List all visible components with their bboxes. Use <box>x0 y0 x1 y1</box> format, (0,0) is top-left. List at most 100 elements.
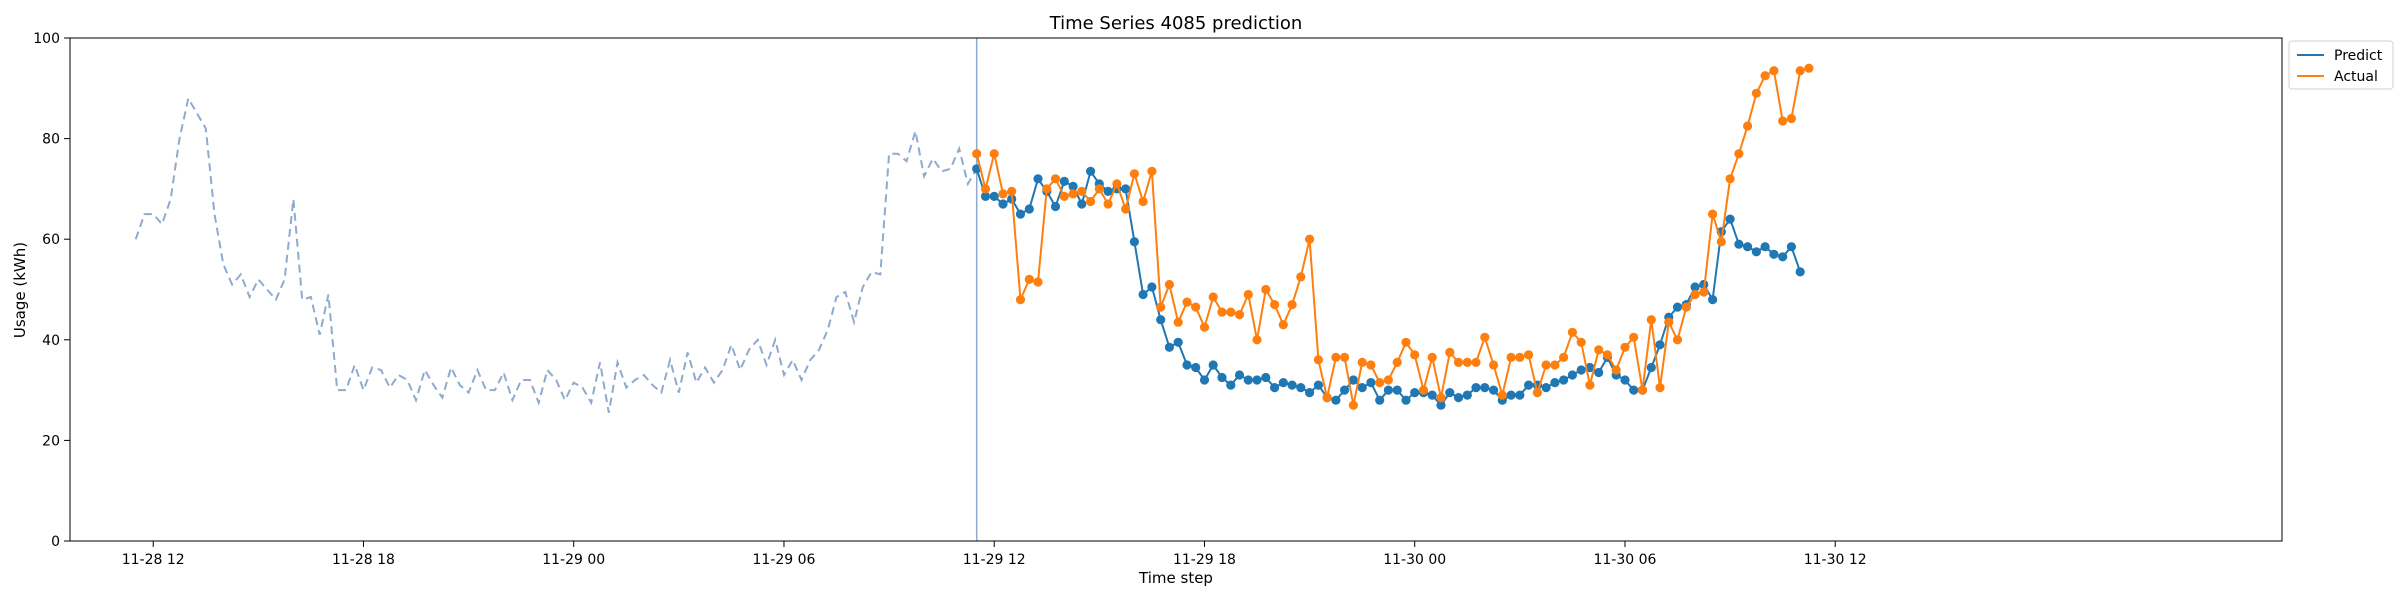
predict-point <box>1786 242 1796 252</box>
predict-point <box>1261 372 1271 383</box>
predict-point <box>980 191 991 201</box>
actual-point <box>1769 66 1779 76</box>
y-tick-label: 0 <box>51 534 60 550</box>
chart-title: Time Series 4085 prediction <box>1049 13 1303 34</box>
plot-frame <box>69 37 2283 542</box>
actual-point <box>1637 385 1648 395</box>
predict-point <box>1778 252 1788 262</box>
actual-point <box>1804 63 1814 73</box>
actual-point <box>1366 360 1376 370</box>
x-tick-label: 11-30 06 <box>1593 552 1656 568</box>
actual-point <box>1138 196 1148 207</box>
predict-point <box>1401 395 1411 405</box>
predict-point <box>1086 166 1096 176</box>
actual-point <box>1226 307 1236 317</box>
actual-point <box>1462 357 1472 367</box>
y-tick-label: 60 <box>42 232 60 248</box>
actual-point <box>1567 327 1577 337</box>
actual-point <box>1121 204 1131 214</box>
actual-point <box>1760 71 1770 81</box>
actual-point <box>1313 355 1323 365</box>
actual-point <box>1471 357 1481 367</box>
predict-point <box>1234 370 1245 380</box>
actual-point <box>1156 302 1166 312</box>
predict-point <box>1138 289 1148 300</box>
actual-point <box>1287 300 1297 310</box>
actual-point <box>1208 292 1218 302</box>
predict-point <box>1156 315 1166 325</box>
actual-point <box>1786 113 1796 124</box>
actual-point <box>1611 365 1621 375</box>
predict-point <box>1024 204 1034 214</box>
actual-point <box>1672 335 1683 345</box>
actual-point <box>1033 277 1043 287</box>
predict-point <box>1690 282 1700 292</box>
actual-point <box>1550 360 1560 370</box>
actual-point <box>1418 385 1429 395</box>
predict-series <box>972 164 1805 410</box>
actual-point <box>1007 186 1017 196</box>
actual-point <box>972 149 982 159</box>
actual-point <box>1751 88 1761 98</box>
predict-point <box>1331 395 1341 405</box>
history-series <box>134 95 978 413</box>
predict-point <box>1182 360 1192 370</box>
x-tick-label: 11-28 18 <box>332 552 395 568</box>
actual-point <box>1270 300 1280 310</box>
predict-point <box>1375 395 1385 405</box>
predict-point <box>1129 237 1139 247</box>
actual-point <box>1453 357 1464 367</box>
axes: 0 20 40 60 80 100 11-28 12 11-28 18 11-29 00 11-2… <box>33 31 2283 568</box>
actual-point <box>1734 149 1744 159</box>
actual-point <box>1690 289 1700 300</box>
x-tick-label: 11-29 00 <box>542 552 605 568</box>
actual-point <box>1489 360 1499 370</box>
actual-point <box>1340 352 1350 362</box>
actual-point <box>1515 352 1525 362</box>
actual-point <box>1602 350 1612 360</box>
predict-point <box>1357 383 1367 393</box>
actual-point <box>1392 357 1402 367</box>
predict-point <box>1445 388 1455 398</box>
actual-point <box>1243 289 1253 300</box>
predict-point <box>1576 365 1586 375</box>
predict-point <box>1226 380 1236 390</box>
actual-point <box>1296 272 1306 282</box>
predict-point <box>1103 186 1113 196</box>
predict-point <box>1208 360 1218 370</box>
predict-point <box>1340 385 1350 395</box>
predict-point <box>1629 385 1639 395</box>
predict-point <box>1033 174 1043 184</box>
predict-point <box>1734 239 1744 249</box>
predict-point <box>1366 378 1376 388</box>
y-tick-label: 80 <box>42 132 60 148</box>
y-tick-label: 100 <box>33 31 60 47</box>
y-tick-label: 40 <box>42 333 60 349</box>
predict-point <box>1164 342 1174 352</box>
actual-point <box>1778 116 1788 126</box>
actual-point <box>1077 186 1087 196</box>
actual-point <box>1305 234 1315 244</box>
actual-point <box>1743 121 1753 131</box>
actual-point <box>1795 66 1805 76</box>
predict-point <box>1252 375 1262 385</box>
actual-point <box>1278 320 1288 330</box>
predict-point <box>1287 380 1297 390</box>
x-tick-label: 11-30 12 <box>1804 552 1867 568</box>
actual-point <box>1068 189 1078 199</box>
actual-point <box>1173 317 1183 327</box>
actual-point <box>1182 297 1192 307</box>
actual-point <box>1708 209 1718 219</box>
actual-point <box>1199 322 1210 332</box>
predict-line <box>975 168 1802 407</box>
predict-point <box>1348 375 1358 385</box>
predict-point <box>989 191 999 201</box>
actual-point <box>1383 375 1393 385</box>
actual-point <box>1646 315 1656 325</box>
actual-point <box>1112 179 1122 189</box>
actual-point <box>1094 184 1104 194</box>
actual-point <box>1716 237 1726 247</box>
predict-point <box>1541 383 1551 393</box>
actual-point <box>1331 352 1341 362</box>
